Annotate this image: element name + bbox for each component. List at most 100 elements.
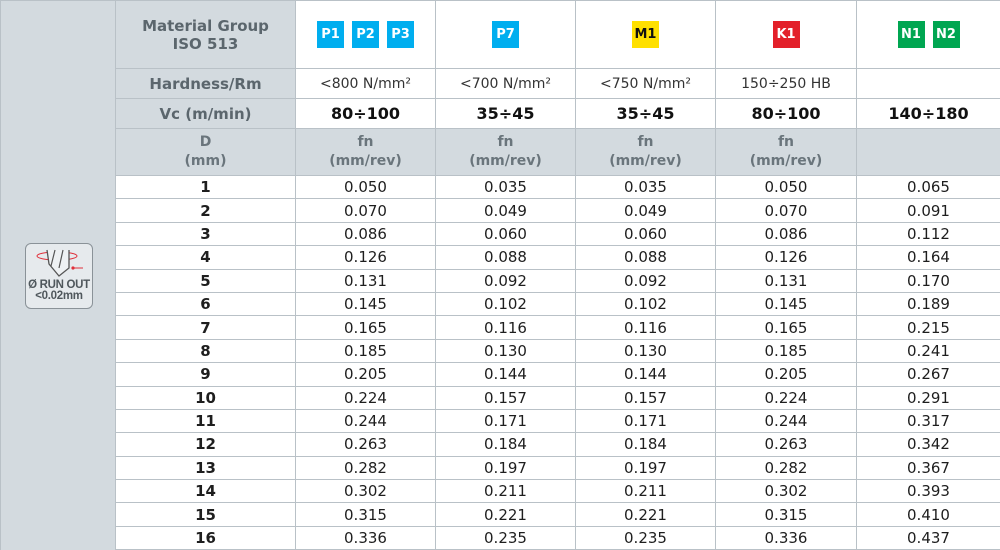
feed-cell: 0.336 bbox=[295, 525, 436, 550]
feed-cell: 0.211 bbox=[575, 479, 716, 504]
diameter-cell: 9 bbox=[115, 362, 296, 387]
feed-cell: 0.205 bbox=[295, 362, 436, 387]
material-badge-m1: M1 bbox=[632, 21, 659, 48]
feed-cell: 0.131 bbox=[715, 268, 857, 293]
vc-cell: 80÷100 bbox=[715, 98, 857, 129]
diameter-cell: 11 bbox=[115, 408, 296, 434]
feed-cell: 0.184 bbox=[575, 432, 716, 457]
feed-cell: 0.393 bbox=[856, 479, 1000, 504]
feed-cell: 0.317 bbox=[856, 408, 1000, 434]
feed-cell: 0.241 bbox=[856, 338, 1000, 364]
vc-cell: 140÷180 bbox=[856, 98, 1000, 129]
feed-cell: 0.049 bbox=[575, 198, 716, 223]
feed-cell: 0.197 bbox=[575, 455, 716, 481]
diameter-cell: 14 bbox=[115, 479, 296, 504]
feed-cell: 0.282 bbox=[295, 455, 436, 481]
table-row: 7 0.165 0.116 0.116 0.165 0.215 bbox=[115, 315, 1000, 340]
feed-cell: 0.244 bbox=[715, 408, 857, 434]
feed-cell: 0.088 bbox=[575, 245, 716, 270]
feed-cell: 0.197 bbox=[435, 455, 576, 481]
feed-cell: 0.244 bbox=[295, 408, 436, 434]
diameter-cell: 15 bbox=[115, 502, 296, 527]
feed-cell: 0.130 bbox=[435, 338, 576, 364]
table-row: 3 0.086 0.060 0.060 0.086 0.112 bbox=[115, 221, 1000, 247]
feed-cell: 0.060 bbox=[575, 221, 716, 247]
cutting-data-table: Material Group ISO 513 P1 P2 P3 P7 M1 K1 N1 N2 H… bbox=[115, 0, 1000, 550]
feed-cell: 0.145 bbox=[295, 291, 436, 317]
diameter-cell: 13 bbox=[115, 455, 296, 481]
material-badges: P1 P2 P3 bbox=[295, 0, 436, 69]
fn-header: fn (mm/rev) bbox=[435, 128, 576, 176]
vc-cell: 35÷45 bbox=[575, 98, 716, 129]
hardness-cell: <800 N/mm² bbox=[295, 68, 436, 99]
diameter-cell: 4 bbox=[115, 245, 296, 270]
feed-cell: 0.342 bbox=[856, 432, 1000, 457]
feed-cell: 0.060 bbox=[435, 221, 576, 247]
feed-cell: 0.263 bbox=[715, 432, 857, 457]
fn-label: fn bbox=[497, 134, 514, 150]
hardness-cell: <750 N/mm² bbox=[575, 68, 716, 99]
material-badges: M1 bbox=[575, 0, 716, 69]
iso-label: ISO 513 bbox=[172, 34, 239, 53]
hardness-cell: 150÷250 HB bbox=[715, 68, 857, 99]
table-row: 4 0.126 0.088 0.088 0.126 0.164 bbox=[115, 245, 1000, 270]
feed-cell: 0.367 bbox=[856, 455, 1000, 481]
vc-header: Vc (m/min) bbox=[115, 98, 296, 129]
table-row: 8 0.185 0.130 0.130 0.185 0.241 bbox=[115, 338, 1000, 364]
table-row: 12 0.263 0.184 0.184 0.263 0.342 bbox=[115, 432, 1000, 457]
feed-cell: 0.235 bbox=[435, 525, 576, 550]
feed-cell: 0.221 bbox=[435, 502, 576, 527]
diameter-cell: 7 bbox=[115, 315, 296, 340]
feed-cell: 0.336 bbox=[715, 525, 857, 550]
table-row: 15 0.315 0.221 0.221 0.315 0.410 bbox=[115, 502, 1000, 527]
feed-cell: 0.165 bbox=[295, 315, 436, 340]
feed-cell: 0.050 bbox=[295, 174, 436, 200]
table-row: 14 0.302 0.211 0.211 0.302 0.393 bbox=[115, 479, 1000, 504]
fn-unit: (mm/rev) bbox=[749, 153, 823, 169]
feed-cell: 0.302 bbox=[295, 479, 436, 504]
run-out-label: Ø RUN OUT bbox=[28, 279, 90, 291]
diameter-cell: 12 bbox=[115, 432, 296, 457]
feed-cell: 0.221 bbox=[575, 502, 716, 527]
feed-cell: 0.205 bbox=[715, 362, 857, 387]
d-unit: (mm) bbox=[184, 153, 227, 169]
run-out-tolerance: <0.02mm bbox=[35, 290, 83, 302]
table-row: 13 0.282 0.197 0.197 0.282 0.367 bbox=[115, 455, 1000, 481]
table-row: 10 0.224 0.157 0.157 0.224 0.291 bbox=[115, 385, 1000, 410]
table-row: 5 0.131 0.092 0.092 0.131 0.170 bbox=[115, 268, 1000, 293]
feed-cell: 0.315 bbox=[295, 502, 436, 527]
material-group-label: Material Group bbox=[142, 16, 269, 35]
feed-cell: 0.049 bbox=[435, 198, 576, 223]
diameter-cell: 16 bbox=[115, 525, 296, 550]
feed-cell: 0.116 bbox=[435, 315, 576, 340]
fn-label: fn bbox=[357, 134, 374, 150]
feed-cell: 0.065 bbox=[856, 174, 1000, 200]
fn-unit: (mm/rev) bbox=[609, 153, 682, 169]
feed-cell: 0.171 bbox=[575, 408, 716, 434]
table-row: 6 0.145 0.102 0.102 0.145 0.189 bbox=[115, 291, 1000, 317]
diameter-cell: 2 bbox=[115, 198, 296, 223]
feed-cell: 0.130 bbox=[575, 338, 716, 364]
diameter-cell: 10 bbox=[115, 385, 296, 410]
feed-cell: 0.302 bbox=[715, 479, 857, 504]
diameter-cell: 6 bbox=[115, 291, 296, 317]
material-badge-p3: P3 bbox=[387, 21, 414, 48]
feed-cell: 0.185 bbox=[715, 338, 857, 364]
hardness-cell: <700 N/mm² bbox=[435, 68, 576, 99]
material-badge-k1: K1 bbox=[772, 21, 800, 48]
material-badge-n1: N1 bbox=[897, 21, 925, 48]
feed-cell: 0.235 bbox=[575, 525, 716, 550]
d-label: D bbox=[199, 134, 212, 150]
feed-cell: 0.112 bbox=[856, 221, 1000, 247]
feed-cell: 0.282 bbox=[715, 455, 857, 481]
feed-cell: 0.144 bbox=[575, 362, 716, 387]
feed-cell: 0.126 bbox=[715, 245, 857, 270]
feed-cell: 0.164 bbox=[856, 245, 1000, 270]
feed-cell: 0.224 bbox=[295, 385, 436, 410]
fn-header: fn (mm/rev) bbox=[575, 128, 716, 176]
table-row: 2 0.070 0.049 0.049 0.070 0.091 bbox=[115, 198, 1000, 223]
feed-cell: 0.170 bbox=[856, 268, 1000, 293]
feed-cell: 0.086 bbox=[715, 221, 857, 247]
feed-cell: 0.092 bbox=[575, 268, 716, 293]
fn-header: fn (mm/rev) bbox=[715, 128, 857, 176]
